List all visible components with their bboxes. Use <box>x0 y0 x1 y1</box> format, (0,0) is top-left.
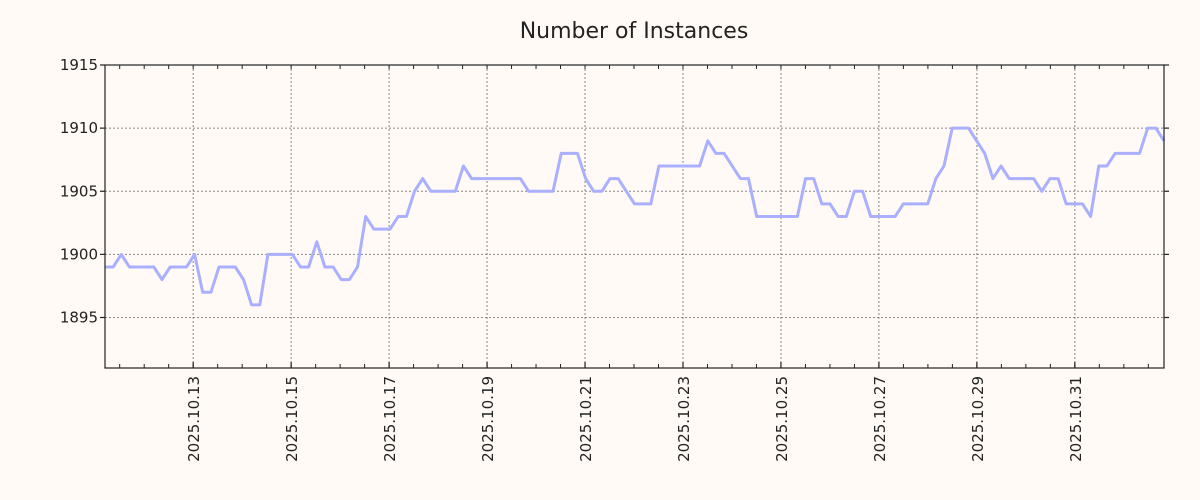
x-tick-label: 2025.10.25 <box>773 376 791 462</box>
axes: 1895 1900 1905 1910 1915 2025.10.13 2025.10.15… <box>60 56 1169 462</box>
x-tick-label: 2025.10.31 <box>1067 376 1085 462</box>
x-tick-label: 2025.10.27 <box>871 376 889 462</box>
series-line <box>105 126 1166 307</box>
y-tick-label: 1905 <box>60 182 98 200</box>
plot-frame <box>104 64 1165 369</box>
x-tick-label: 2025.10.13 <box>185 376 203 462</box>
x-tick-label: 2025.10.17 <box>381 376 399 462</box>
x-tick-label: 2025.10.21 <box>577 376 595 462</box>
grid <box>105 65 1164 368</box>
x-tick-label: 2025.10.19 <box>479 376 497 462</box>
series-layer <box>105 126 1166 307</box>
chart-title: Number of Instances <box>520 19 749 44</box>
x-tick-label: 2025.10.23 <box>675 376 693 462</box>
x-tick-label: 2025.10.15 <box>283 376 301 462</box>
y-tick-label: 1900 <box>60 245 98 263</box>
y-tick-label: 1895 <box>60 309 98 327</box>
x-tick-label: 2025.10.29 <box>969 376 987 462</box>
y-tick-label: 1910 <box>60 119 98 137</box>
y-tick-label: 1915 <box>60 56 98 74</box>
